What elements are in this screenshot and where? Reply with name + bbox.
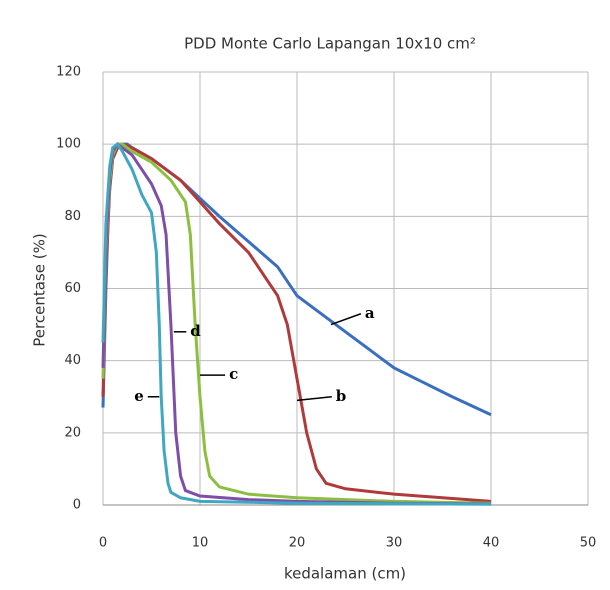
y-axis-label: Percentase (%) [31, 233, 49, 346]
y-tick-label: 80 [64, 209, 81, 224]
series-label: d [190, 322, 201, 340]
series-label: a [365, 304, 375, 322]
x-tick-label: 20 [289, 536, 306, 551]
chart-title: PDD Monte Carlo Lapangan 10x10 cm² [184, 35, 476, 53]
y-tick-label: 100 [56, 137, 81, 152]
annotation-leader [330, 313, 362, 326]
x-tick-label: 50 [580, 536, 597, 551]
x-tick-label: 0 [99, 536, 107, 551]
y-tick-label: 40 [64, 353, 81, 368]
series-label: c [229, 365, 238, 383]
line-series [101, 142, 492, 506]
x-axis-label: kedalaman (cm) [284, 565, 406, 583]
x-tick-label: 10 [192, 536, 209, 551]
y-tick-label: 20 [64, 425, 81, 440]
y-tick-label: 60 [64, 281, 81, 296]
series-label: e [134, 387, 144, 405]
annotation-leader [296, 396, 332, 402]
y-tick-label: 120 [56, 65, 81, 80]
x-tick-label: 40 [483, 536, 500, 551]
x-tick-label: 30 [386, 536, 403, 551]
series-label: b [336, 387, 347, 405]
y-tick-label: 0 [73, 498, 81, 513]
